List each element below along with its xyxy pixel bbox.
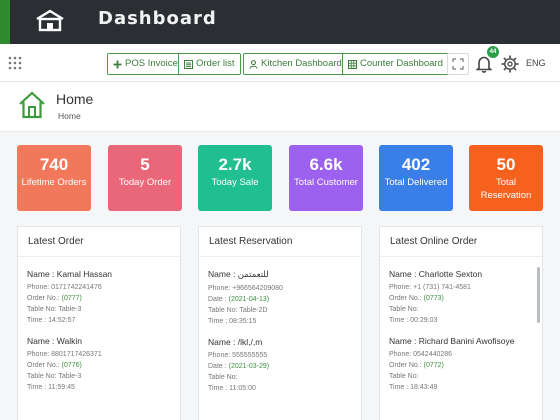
- entry-phone: Phone: 0542440286: [389, 351, 453, 358]
- page-header: Home Home: [0, 82, 560, 132]
- stat-label: Total Delivered: [384, 177, 448, 188]
- entry-table: Table No: Table-2D: [208, 307, 268, 314]
- grid-icon: [348, 59, 357, 69]
- pos-invoice-button[interactable]: POS Invoice: [107, 53, 184, 75]
- stat-card-total-customer: 6.6k Total Customer: [289, 145, 363, 211]
- top-bar-accent: [0, 0, 10, 44]
- entry-phone: Phone: +1 (731) 741-4581: [389, 284, 471, 291]
- entry-time: Time : 18:43:49: [389, 384, 438, 391]
- entry-phone: Phone: +966564209080: [208, 285, 283, 292]
- entry-time: Time : 14:52:57: [27, 317, 76, 324]
- stat-value: 402: [401, 155, 431, 174]
- notification-badge: 44: [487, 46, 499, 58]
- entry-table: Table No:: [208, 374, 238, 381]
- latest-order-panel: Latest Order Name : Kamal Hassan Phone: …: [17, 226, 181, 420]
- stat-card-total-delivered: 402 Total Delivered: [379, 145, 453, 211]
- stat-card-today-order: 5 Today Order: [108, 145, 182, 211]
- entry-table: Table No: Table-3: [27, 373, 82, 380]
- stat-label: Total Reservation: [480, 177, 532, 201]
- list-item[interactable]: Name : Kamal Hassan Phone: 0171742241476…: [18, 257, 180, 326]
- latest-online-order-panel: Latest Online Order Name : Charlotte Sex…: [379, 226, 543, 420]
- top-bar: Dashboard: [0, 0, 560, 44]
- entry-order-no: Order No.: (0773): [389, 295, 444, 302]
- stat-card-lifetime-orders: 740 Lifetime Orders: [17, 145, 91, 211]
- order-list-label: Order list: [196, 58, 235, 69]
- entry-name: Name : Charlotte Sexton: [389, 269, 483, 279]
- entry-name: Name : للتعمتمن: [208, 269, 269, 279]
- entry-name: Name : Walkin: [27, 336, 82, 346]
- stat-label: Total Customer: [294, 177, 358, 188]
- entry-table: Table No: Table-3: [27, 306, 82, 313]
- user-icon: [249, 59, 258, 69]
- pos-invoice-label: POS Invoice: [125, 58, 178, 69]
- entry-name: Name : Richard Banini Awofisoye: [389, 336, 515, 346]
- stat-label: Today Order: [118, 177, 172, 188]
- entry-phone: Phone: 8801717426371: [27, 351, 102, 358]
- panel-title: Latest Order: [18, 227, 180, 257]
- panel-title: Latest Online Order: [380, 227, 542, 257]
- house-icon: [19, 91, 45, 119]
- toolbar: POS Invoice Order list Kitchen Dashboard…: [0, 44, 560, 82]
- stat-card-today-sale: 2.7k Today Sale: [198, 145, 272, 211]
- stat-card-total-reservation: 50 Total Reservation: [469, 145, 543, 211]
- list-icon: [184, 59, 193, 69]
- latest-reservation-panel: Latest Reservation Name : للتعمتمن Phone…: [198, 226, 362, 420]
- entry-order-no: Order No.: (0777): [27, 295, 82, 302]
- stat-value: 740: [39, 155, 69, 174]
- entry-phone: Phone: 555555555: [208, 352, 268, 359]
- stat-label: Today Sale: [211, 177, 259, 188]
- list-item[interactable]: Name : للتعمتمن Phone: +966564209080 Dat…: [199, 257, 361, 327]
- panel-title: Latest Reservation: [199, 227, 361, 257]
- page-title: Home: [56, 91, 94, 107]
- entry-time: Time : 00:29:03: [389, 317, 438, 324]
- stat-value: 5: [140, 155, 150, 174]
- app-title: Dashboard: [98, 8, 217, 29]
- list-item[interactable]: Name : Walkin Phone: 8801717426371 Order…: [18, 326, 180, 393]
- stat-value: 2.7k: [218, 155, 252, 174]
- expand-icon: [452, 58, 464, 70]
- plus-icon: [113, 60, 122, 68]
- apps-grid-icon[interactable]: [8, 56, 22, 70]
- fullscreen-button[interactable]: [447, 53, 469, 75]
- gear-icon[interactable]: [500, 54, 520, 74]
- entry-date: Date : (2021-04-13): [208, 296, 270, 303]
- counter-dashboard-button[interactable]: Counter Dashboard: [342, 53, 449, 75]
- entry-time: Time : 08:35:15: [208, 318, 257, 325]
- home-logo-icon[interactable]: [34, 8, 66, 32]
- stat-value: 50: [496, 155, 516, 174]
- entry-name: Name : Kamal Hassan: [27, 269, 113, 279]
- entry-table: Table No:: [389, 373, 419, 380]
- entry-order-no: Order No.: (0772): [389, 362, 444, 369]
- bell-icon[interactable]: [474, 54, 494, 74]
- entry-date: Date : (2021-03-29): [208, 363, 270, 370]
- entry-time: Time : 11:59:45: [27, 384, 75, 391]
- order-list-button[interactable]: Order list: [178, 53, 241, 75]
- stat-value: 6.6k: [309, 155, 343, 174]
- entry-order-no: Order No.: (0776): [27, 362, 82, 369]
- language-selector[interactable]: ENG: [526, 58, 546, 68]
- entry-phone: Phone: 0171742241476: [27, 284, 102, 291]
- panel-scrollbar[interactable]: [537, 267, 540, 323]
- stat-label: Lifetime Orders: [21, 177, 87, 188]
- kitchen-dashboard-button[interactable]: Kitchen Dashboard: [243, 53, 348, 75]
- kitchen-dashboard-label: Kitchen Dashboard: [261, 58, 342, 69]
- breadcrumb[interactable]: Home: [58, 111, 81, 121]
- list-item[interactable]: Name : /lkl,/,m Phone: 555555555 Date : …: [199, 327, 361, 394]
- entry-name: Name : /lkl,/,m: [208, 337, 263, 347]
- entry-table: Table No:: [389, 306, 419, 313]
- entry-time: Time : 11:05:00: [208, 385, 256, 392]
- counter-dashboard-label: Counter Dashboard: [360, 58, 443, 69]
- list-item[interactable]: Name : Charlotte Sexton Phone: +1 (731) …: [380, 257, 542, 326]
- list-item[interactable]: Name : Richard Banini Awofisoye Phone: 0…: [380, 326, 542, 393]
